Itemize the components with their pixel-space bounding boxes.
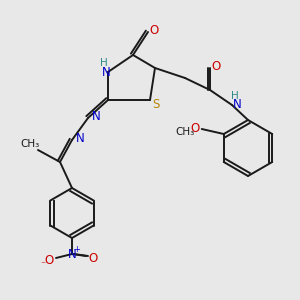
Text: N: N — [76, 131, 84, 145]
Text: N: N — [68, 248, 76, 260]
Text: N: N — [232, 98, 242, 112]
Text: N: N — [92, 110, 100, 122]
Text: +: + — [74, 244, 80, 253]
Text: H: H — [231, 91, 239, 101]
Text: O: O — [149, 25, 159, 38]
Text: CH₃: CH₃ — [20, 139, 40, 149]
Text: S: S — [152, 98, 160, 110]
Text: H: H — [100, 58, 108, 68]
Text: O: O — [44, 254, 54, 268]
Text: CH₃: CH₃ — [175, 127, 194, 137]
Text: N: N — [102, 65, 110, 79]
Text: ⁻: ⁻ — [40, 260, 46, 270]
Text: O: O — [212, 59, 220, 73]
Text: O: O — [190, 122, 200, 136]
Text: O: O — [88, 253, 98, 266]
